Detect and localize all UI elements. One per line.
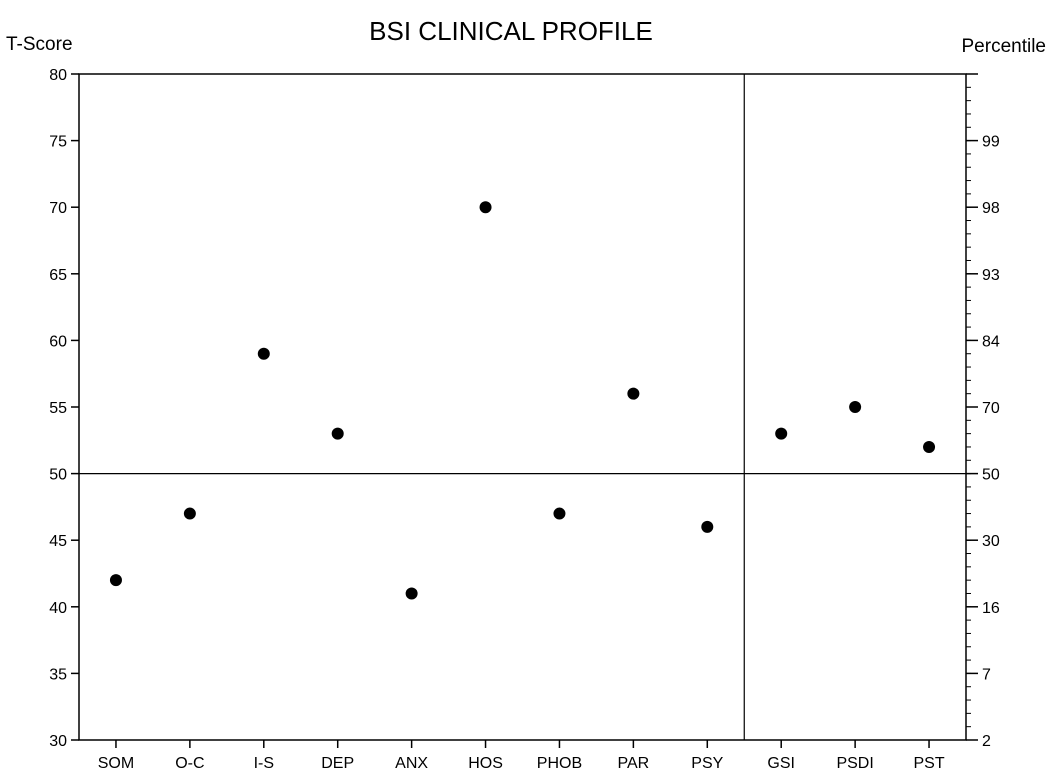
right-tick-label: 93	[982, 267, 1000, 284]
left-axis-ticks: 30 35 40 45 50 55 60 65 70 75 80	[49, 67, 79, 750]
point-par	[627, 387, 640, 400]
right-tick-label: 2	[982, 733, 991, 750]
category-label: PHOB	[537, 755, 582, 772]
right-tick-label: 16	[982, 600, 1000, 617]
category-label: PSY	[691, 755, 723, 772]
chart-title: BSI CLINICAL PROFILE	[369, 16, 653, 46]
plot-frame	[78, 73, 967, 741]
point-phob	[553, 507, 566, 520]
category-label: PSDI	[836, 755, 873, 772]
left-tick-label: 75	[49, 134, 67, 151]
point-pst	[923, 440, 936, 453]
point-i-s	[257, 347, 270, 360]
category-label: SOM	[98, 755, 134, 772]
right-tick-label: 30	[982, 533, 1000, 550]
left-tick-label: 50	[49, 467, 67, 484]
left-tick-label: 70	[49, 200, 67, 217]
right-tick-label: 84	[982, 333, 1000, 350]
y-axis-left-title: T-Score	[6, 34, 73, 55]
left-tick-label: 55	[49, 400, 67, 417]
right-tick-label: 70	[982, 400, 1000, 417]
category-label: ANX	[395, 755, 428, 772]
point-psdi	[849, 401, 862, 413]
left-tick-label: 65	[49, 267, 67, 284]
point-o-c	[183, 507, 196, 520]
category-label: DEP	[321, 755, 354, 772]
category-label: GSI	[767, 755, 795, 772]
right-tick-label: 7	[982, 666, 991, 683]
right-axis-ticks: 2 7 16 30 50 70 84 93 98 99	[966, 73, 1000, 750]
data-points	[109, 201, 936, 600]
category-label: HOS	[468, 755, 503, 772]
category-axis-ticks: SOM O-C I-S DEP ANX HOS PHOB PAR PSY GSI PSDI PST	[98, 740, 945, 772]
point-som	[109, 574, 122, 587]
category-label: PST	[913, 755, 944, 772]
point-anx	[405, 587, 418, 600]
right-tick-label: 99	[982, 134, 1000, 151]
left-tick-label: 60	[49, 333, 67, 350]
left-tick-label: 80	[49, 67, 67, 84]
point-psy	[701, 520, 714, 533]
category-label: O-C	[175, 755, 204, 772]
point-dep	[331, 427, 344, 440]
left-tick-label: 30	[49, 733, 67, 750]
point-gsi	[775, 427, 788, 440]
point-hos	[479, 201, 492, 214]
left-tick-label: 40	[49, 600, 67, 617]
left-tick-label: 45	[49, 533, 67, 550]
right-tick-label: 50	[982, 467, 1000, 484]
category-label: I-S	[254, 755, 274, 772]
category-label: PAR	[618, 755, 650, 772]
y-axis-right-title: Percentile	[962, 36, 1047, 57]
left-tick-label: 35	[49, 666, 67, 683]
right-tick-label: 98	[982, 200, 1000, 217]
